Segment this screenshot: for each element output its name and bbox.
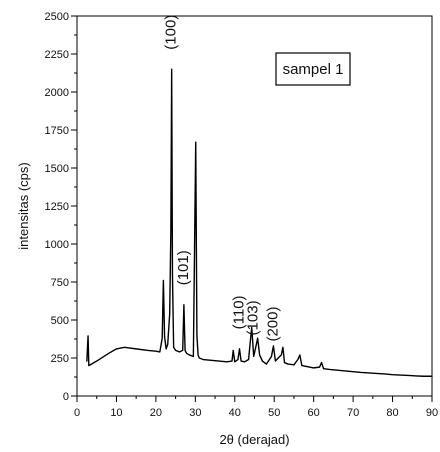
y-tick-label-4: 1000	[45, 239, 69, 251]
x-tick-label-6: 60	[308, 407, 320, 419]
x-tick-label-0: 0	[74, 407, 80, 419]
peak-label-1: (101)	[175, 250, 192, 285]
peak-label-0: (100)	[163, 15, 180, 50]
y-tick-label-6: 1500	[45, 163, 69, 175]
data-layer	[86, 68, 433, 377]
y-tick-label-3: 750	[51, 277, 69, 289]
y-tick-label-0: 0	[63, 391, 69, 403]
plot-area	[76, 15, 433, 397]
y-tick-label-7: 1750	[45, 125, 69, 137]
x-tick-label-4: 40	[229, 407, 241, 419]
annotation-layer: (100) (101) (110)(103) (200)	[163, 15, 282, 342]
plot-frame	[76, 15, 433, 397]
legend-box	[275, 52, 351, 86]
peak-label-2: (110)	[230, 295, 247, 329]
peak-label-4: (200)	[264, 306, 281, 341]
x-tick-label-2: 20	[150, 407, 162, 419]
y-tick-label-9: 2250	[45, 49, 69, 61]
x-axis-title: 2θ (derajad)	[219, 432, 289, 447]
x-tick-label-7: 70	[347, 407, 359, 419]
legend-layer: sampel 1	[275, 52, 351, 86]
x-tick-label-1: 10	[110, 407, 122, 419]
y-tick-label-8: 2000	[45, 87, 69, 99]
axis-layer: 0 10 20 30 40 50 60 70 80 90 0 250 500 750 1000 1250 150…	[16, 11, 438, 447]
y-axis-title: intensitas (cps)	[16, 162, 31, 249]
y-tick-label-10: 2500	[45, 11, 69, 23]
x-tick-label-3: 30	[189, 407, 201, 419]
x-tick-label-5: 50	[268, 407, 280, 419]
y-tick-label-1: 250	[51, 353, 69, 365]
y-tick-label-5: 1250	[45, 201, 69, 213]
legend-label: sampel 1	[283, 61, 344, 78]
series-line-1	[86, 68, 433, 377]
peak-label-3: (103)	[245, 300, 262, 335]
x-tick-label-8: 80	[386, 407, 398, 419]
x-tick-label-9: 90	[426, 407, 438, 419]
y-tick-label-2: 500	[51, 315, 69, 327]
